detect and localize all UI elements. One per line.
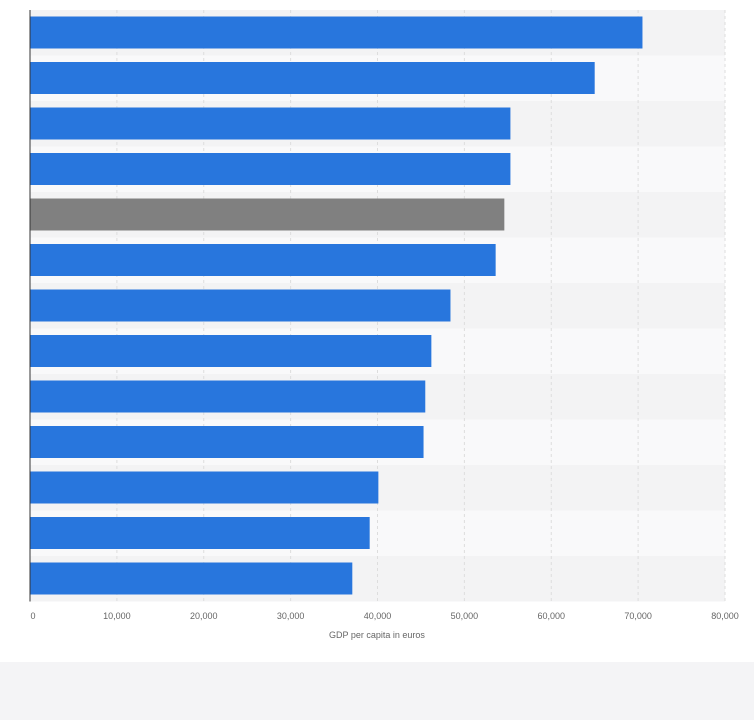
bar: [30, 380, 426, 413]
x-tick-label: 80,000: [711, 611, 739, 621]
bar: [30, 198, 505, 231]
bar: [30, 153, 511, 185]
x-tick-label: 30,000: [277, 611, 305, 621]
bar: [30, 517, 370, 549]
bar: [30, 426, 424, 458]
x-tick-label: 20,000: [190, 611, 218, 621]
bar: [30, 471, 379, 504]
x-tick-label: 0: [30, 611, 35, 621]
bar: [30, 107, 511, 140]
bars: [30, 16, 643, 595]
x-axis-title: GDP per capita in euros: [329, 630, 425, 640]
x-tick-label: 10,000: [103, 611, 131, 621]
bar: [30, 289, 451, 322]
x-tick-label: 40,000: [364, 611, 392, 621]
bar: [30, 16, 643, 49]
bar: [30, 62, 595, 94]
bar: [30, 562, 353, 595]
bar: [30, 244, 496, 276]
x-tick-labels: 0 10,000 20,000 30,000 40,000 50,000 60,000 70,…: [30, 611, 738, 621]
x-tick-label: 70,000: [624, 611, 652, 621]
footer-strip: [0, 662, 754, 720]
x-tick-label: 50,000: [451, 611, 479, 621]
bar: [30, 335, 432, 367]
x-tick-label: 60,000: [537, 611, 565, 621]
